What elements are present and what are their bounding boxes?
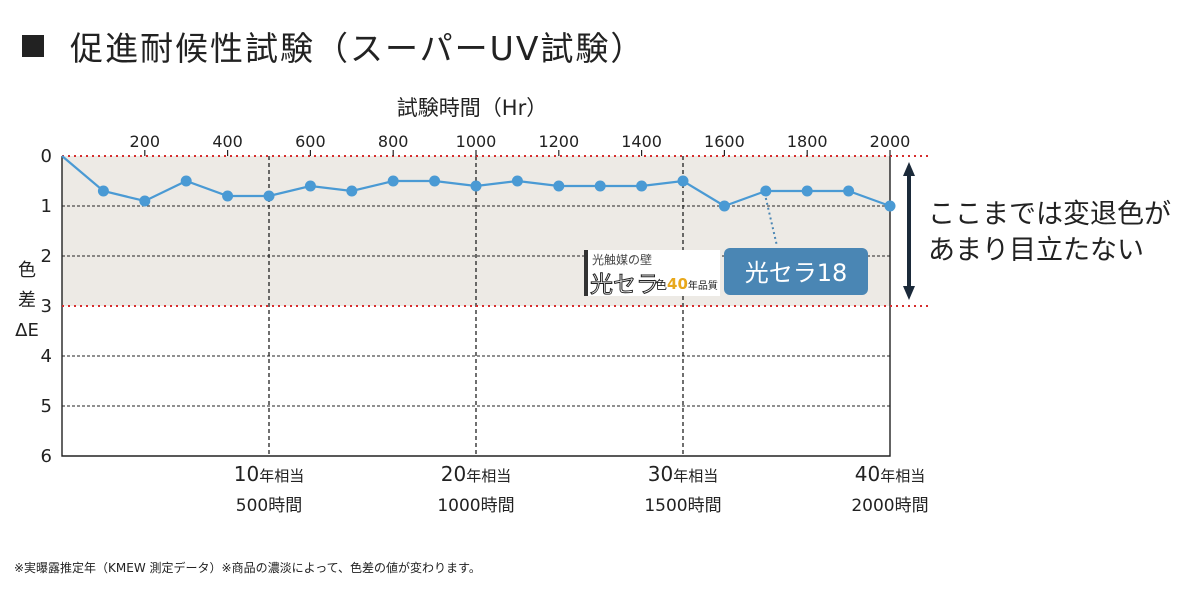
series-label-box <box>724 248 868 295</box>
x-tick-label: 800 <box>378 132 409 151</box>
logo-quality: 色40年品質 <box>655 275 718 293</box>
x-tick-label: 600 <box>295 132 326 151</box>
x-tick-label: 200 <box>130 132 161 151</box>
range-arrow-head-bottom <box>903 286 915 300</box>
data-point <box>97 185 109 197</box>
data-point <box>677 175 689 187</box>
x-tick-label: 1400 <box>621 132 662 151</box>
x-tick-label: 2000 <box>870 132 911 151</box>
y-tick-label: 6 <box>41 446 52 467</box>
data-point <box>553 180 565 192</box>
data-point <box>180 175 192 187</box>
data-point <box>429 175 441 187</box>
hours-label: 1500時間 <box>644 496 721 516</box>
logo-main: 光セラ <box>590 272 659 298</box>
y-axis-label: 色 <box>18 260 36 281</box>
y-tick-label: 3 <box>41 296 52 317</box>
title-square-icon <box>22 35 44 57</box>
year-equivalent-label: 40年相当 <box>855 462 925 486</box>
logo-bar <box>584 250 588 296</box>
range-arrow-head-top <box>903 162 915 176</box>
y-tick-label: 2 <box>41 246 52 267</box>
data-point <box>346 185 358 197</box>
y-tick-label: 0 <box>41 146 52 167</box>
data-point <box>387 175 399 187</box>
data-point <box>139 195 151 207</box>
series-label-text: 光セラ18 <box>745 259 848 287</box>
label-leader-line <box>764 197 778 247</box>
logo-subtitle: 光触媒の壁 <box>592 252 652 267</box>
hours-label: 2000時間 <box>851 496 928 516</box>
y-axis-label: ΔE <box>15 320 39 341</box>
data-point <box>470 180 482 192</box>
logo-background <box>584 250 720 296</box>
y-tick-label: 4 <box>41 346 52 367</box>
data-point <box>594 180 606 192</box>
annotation-line-1: ここまでは変退色が <box>928 199 1171 230</box>
annotation-line-2: あまり目立たない <box>928 235 1144 266</box>
year-equivalent-label: 20年相当 <box>441 462 511 486</box>
x-tick-label: 1000 <box>456 132 497 151</box>
data-point <box>760 185 772 197</box>
data-point <box>843 185 855 197</box>
x-tick-label: 400 <box>212 132 243 151</box>
page-title: 促進耐候性試験（スーパーUV試験） <box>22 22 645 70</box>
x-tick-label: 1200 <box>538 132 579 151</box>
title-text: 促進耐候性試験（スーパーUV試験） <box>70 29 646 68</box>
data-point <box>884 200 896 212</box>
y-tick-label: 1 <box>41 196 52 217</box>
hours-label: 1000時間 <box>437 496 514 516</box>
data-point <box>222 190 234 202</box>
annotation-text: ここまでは変退色が あまり目立たない <box>928 197 1171 269</box>
footnote: ※実曝露推定年（KMEW 測定データ）※商品の濃淡によって、色差の値が変わります… <box>14 561 481 575</box>
data-point <box>801 185 813 197</box>
hours-label: 500時間 <box>236 496 302 516</box>
year-equivalent-label: 30年相当 <box>648 462 718 486</box>
x-axis-title: 試験時間（Hr） <box>396 96 548 120</box>
data-point <box>304 180 316 192</box>
data-point <box>636 180 648 192</box>
y-axis-label: 差 <box>18 290 36 311</box>
x-tick-label: 1800 <box>787 132 828 151</box>
data-point <box>718 200 730 212</box>
data-point <box>263 190 275 202</box>
year-equivalent-label: 10年相当 <box>234 462 304 486</box>
data-point <box>511 175 523 187</box>
x-tick-label: 1600 <box>704 132 745 151</box>
y-tick-label: 5 <box>41 396 52 417</box>
